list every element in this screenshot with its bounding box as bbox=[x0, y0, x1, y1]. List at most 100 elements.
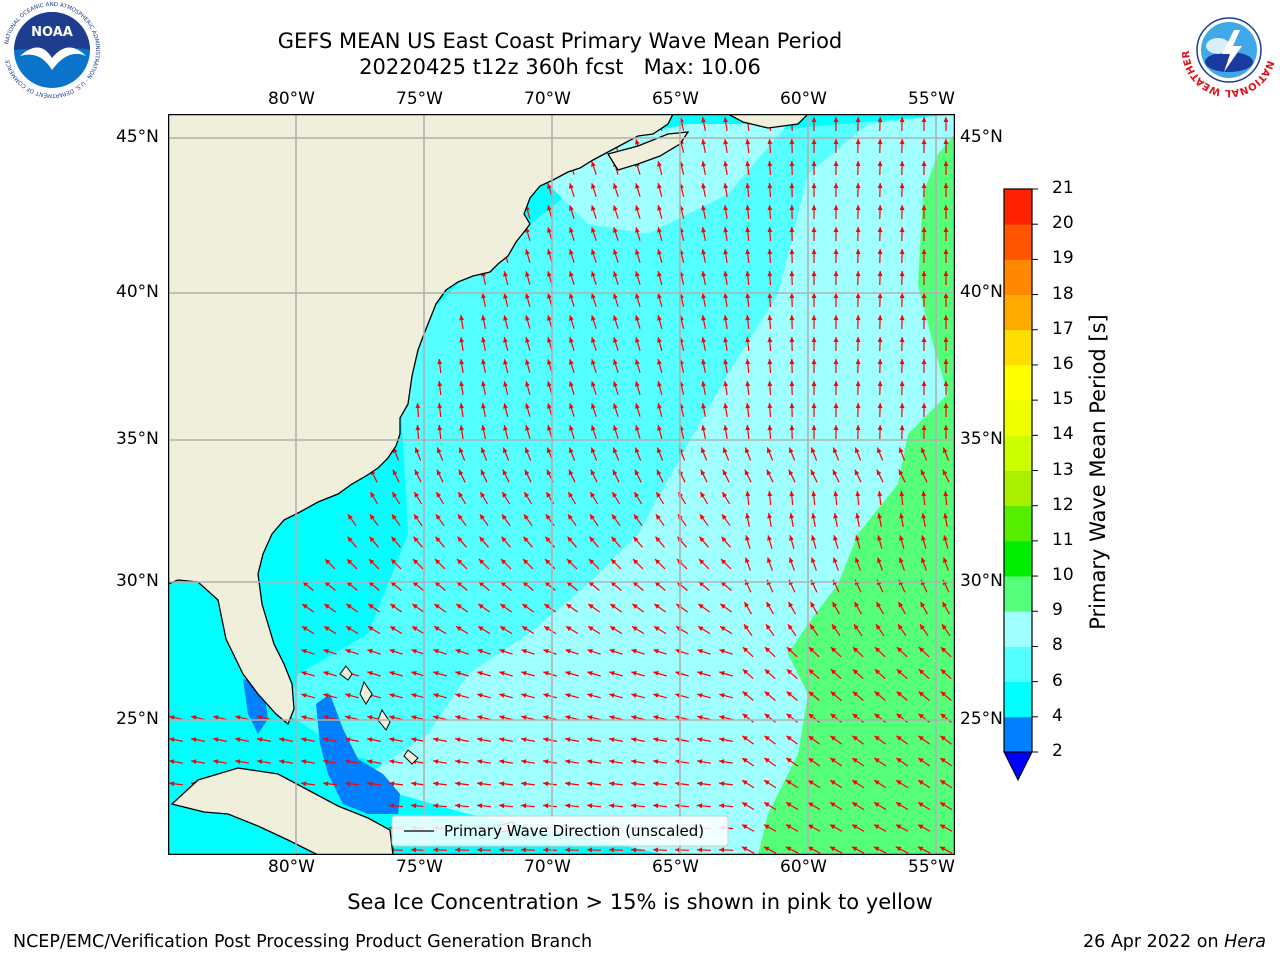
wave-direction-arrowhead bbox=[921, 271, 927, 276]
wave-direction-arrowhead bbox=[719, 803, 725, 809]
wave-direction-arrowhead bbox=[657, 381, 662, 387]
wave-direction-arrowhead bbox=[808, 802, 814, 808]
wave-direction-arrowhead bbox=[389, 781, 395, 787]
wave-direction-arrowhead bbox=[613, 271, 618, 277]
wave-direction-arrowhead bbox=[455, 759, 461, 765]
nws-logo-icon: NATIONAL WEATHER SERVICE bbox=[1178, 0, 1277, 98]
wave-direction-arrowhead bbox=[609, 847, 615, 853]
noaa-logo-text: NOAA bbox=[31, 25, 73, 40]
wave-direction-arrowhead bbox=[435, 559, 441, 565]
wave-direction-arrowhead bbox=[810, 447, 816, 454]
wave-direction-arrowhead bbox=[632, 604, 638, 609]
colorbar-segment bbox=[1004, 540, 1032, 577]
wave-direction-arrowhead bbox=[921, 139, 927, 144]
wave-direction-arrowhead bbox=[547, 315, 552, 321]
wave-direction-arrowhead bbox=[481, 403, 486, 409]
wave-direction-arrowhead bbox=[613, 293, 618, 299]
wave-direction-arrowhead bbox=[940, 713, 946, 719]
footer-right: 26 Apr 2022 on Hera bbox=[1083, 932, 1266, 952]
wave-direction-arrowhead bbox=[942, 447, 948, 454]
wave-direction-arrowhead bbox=[653, 759, 659, 765]
wave-direction-arrowhead bbox=[855, 183, 861, 189]
wave-direction-arrowhead bbox=[830, 758, 836, 763]
wave-direction-arrowhead bbox=[590, 469, 596, 476]
wave-direction-arrowhead bbox=[764, 669, 771, 675]
wave-direction-arrowhead bbox=[459, 381, 465, 387]
wave-direction-arrowhead bbox=[701, 117, 707, 123]
wave-direction-arrowhead bbox=[323, 759, 329, 765]
wave-direction-arrowhead bbox=[811, 513, 817, 519]
wave-direction-arrowhead bbox=[744, 447, 750, 454]
wave-direction-arrowhead bbox=[898, 601, 904, 608]
wave-direction-arrowhead bbox=[811, 315, 817, 320]
wave-direction-arrowhead bbox=[874, 647, 881, 653]
wave-direction-arrowhead bbox=[389, 803, 395, 809]
wave-direction-arrowhead bbox=[874, 691, 881, 697]
wave-direction-arrowhead bbox=[921, 491, 927, 497]
wave-direction-arrowhead bbox=[767, 315, 773, 321]
wave-direction-arrowhead bbox=[502, 447, 508, 454]
wave-direction-arrowhead bbox=[854, 601, 860, 608]
wave-direction-arrowhead bbox=[767, 557, 772, 563]
wave-direction-arrowhead bbox=[525, 425, 530, 431]
wave-direction-arrowhead bbox=[719, 671, 725, 676]
wave-direction-arrowhead bbox=[612, 447, 618, 454]
wave-direction-arrowhead bbox=[832, 624, 837, 630]
wave-direction-arrowhead bbox=[613, 381, 618, 387]
wave-direction-arrowhead bbox=[899, 359, 905, 365]
wave-direction-arrowhead bbox=[323, 781, 329, 787]
wave-direction-arrowhead bbox=[587, 781, 593, 787]
wave-direction-arrowhead bbox=[477, 715, 483, 720]
wave-direction-arrowhead bbox=[589, 514, 595, 520]
wave-direction-arrowhead bbox=[810, 624, 815, 630]
wave-direction-arrowhead bbox=[940, 647, 947, 653]
wave-direction-arrowhead bbox=[455, 847, 461, 853]
wave-direction-arrowhead bbox=[368, 604, 374, 609]
wave-direction-arrowhead bbox=[411, 737, 417, 743]
wave-direction-arrowhead bbox=[653, 715, 659, 720]
wave-direction-arrowhead bbox=[896, 758, 902, 763]
wave-direction-arrowhead bbox=[477, 781, 483, 787]
wave-direction-arrowhead bbox=[698, 626, 704, 632]
wave-direction-arrowhead bbox=[943, 315, 949, 320]
wave-direction-arrowhead bbox=[876, 601, 882, 608]
wave-direction-arrowhead bbox=[697, 715, 703, 720]
wave-direction-arrowhead bbox=[367, 715, 373, 720]
wave-direction-arrowhead bbox=[588, 626, 594, 632]
wave-direction-arrowhead bbox=[920, 624, 925, 630]
wave-direction-arrowhead bbox=[477, 759, 483, 765]
wave-direction-arrowhead bbox=[301, 715, 307, 720]
wave-direction-arrowhead bbox=[481, 359, 486, 365]
wave-direction-arrowhead bbox=[345, 693, 351, 698]
wave-direction-arrowhead bbox=[459, 403, 465, 409]
wave-direction-arrowhead bbox=[767, 183, 773, 189]
wave-direction-arrowhead bbox=[414, 492, 420, 498]
wave-direction-arrowhead bbox=[877, 293, 883, 299]
wave-direction-arrowhead bbox=[899, 271, 905, 277]
lon-label-bottom: 65°W bbox=[652, 857, 699, 877]
wave-direction-arrowhead bbox=[789, 205, 795, 211]
wave-direction-arrowhead bbox=[433, 781, 439, 787]
wave-direction-arrowhead bbox=[855, 205, 861, 211]
noaa-logo-icon: NOAA NATIONAL OCEANIC AND ATMOSPHERIC AD… bbox=[2, 0, 102, 100]
wave-direction-arrowhead bbox=[213, 737, 219, 743]
wave-direction-arrowhead bbox=[565, 847, 571, 853]
wave-direction-arrowhead bbox=[591, 183, 596, 189]
wave-direction-arrowhead bbox=[899, 161, 905, 167]
wave-direction-arrowhead bbox=[521, 781, 527, 787]
wave-direction-arrowhead bbox=[457, 536, 463, 543]
wave-direction-arrowhead bbox=[367, 649, 373, 654]
wave-direction-arrowhead bbox=[414, 469, 420, 476]
wave-direction-arrowhead bbox=[855, 161, 861, 167]
wave-period-map: Primary Wave Direction (unscaled) bbox=[168, 114, 955, 855]
wave-direction-arrowhead bbox=[767, 293, 773, 299]
wave-direction-arrowhead bbox=[723, 139, 729, 145]
wave-direction-arrowhead bbox=[477, 803, 483, 809]
wave-direction-arrowhead bbox=[789, 227, 795, 233]
wave-direction-arrowhead bbox=[742, 713, 748, 719]
wave-direction-arrowhead bbox=[569, 249, 574, 255]
wave-direction-arrowhead bbox=[940, 691, 947, 697]
wave-direction-arrowhead bbox=[896, 780, 902, 785]
wave-direction-arrowhead bbox=[745, 205, 751, 211]
wave-direction-arrowhead bbox=[745, 425, 751, 431]
